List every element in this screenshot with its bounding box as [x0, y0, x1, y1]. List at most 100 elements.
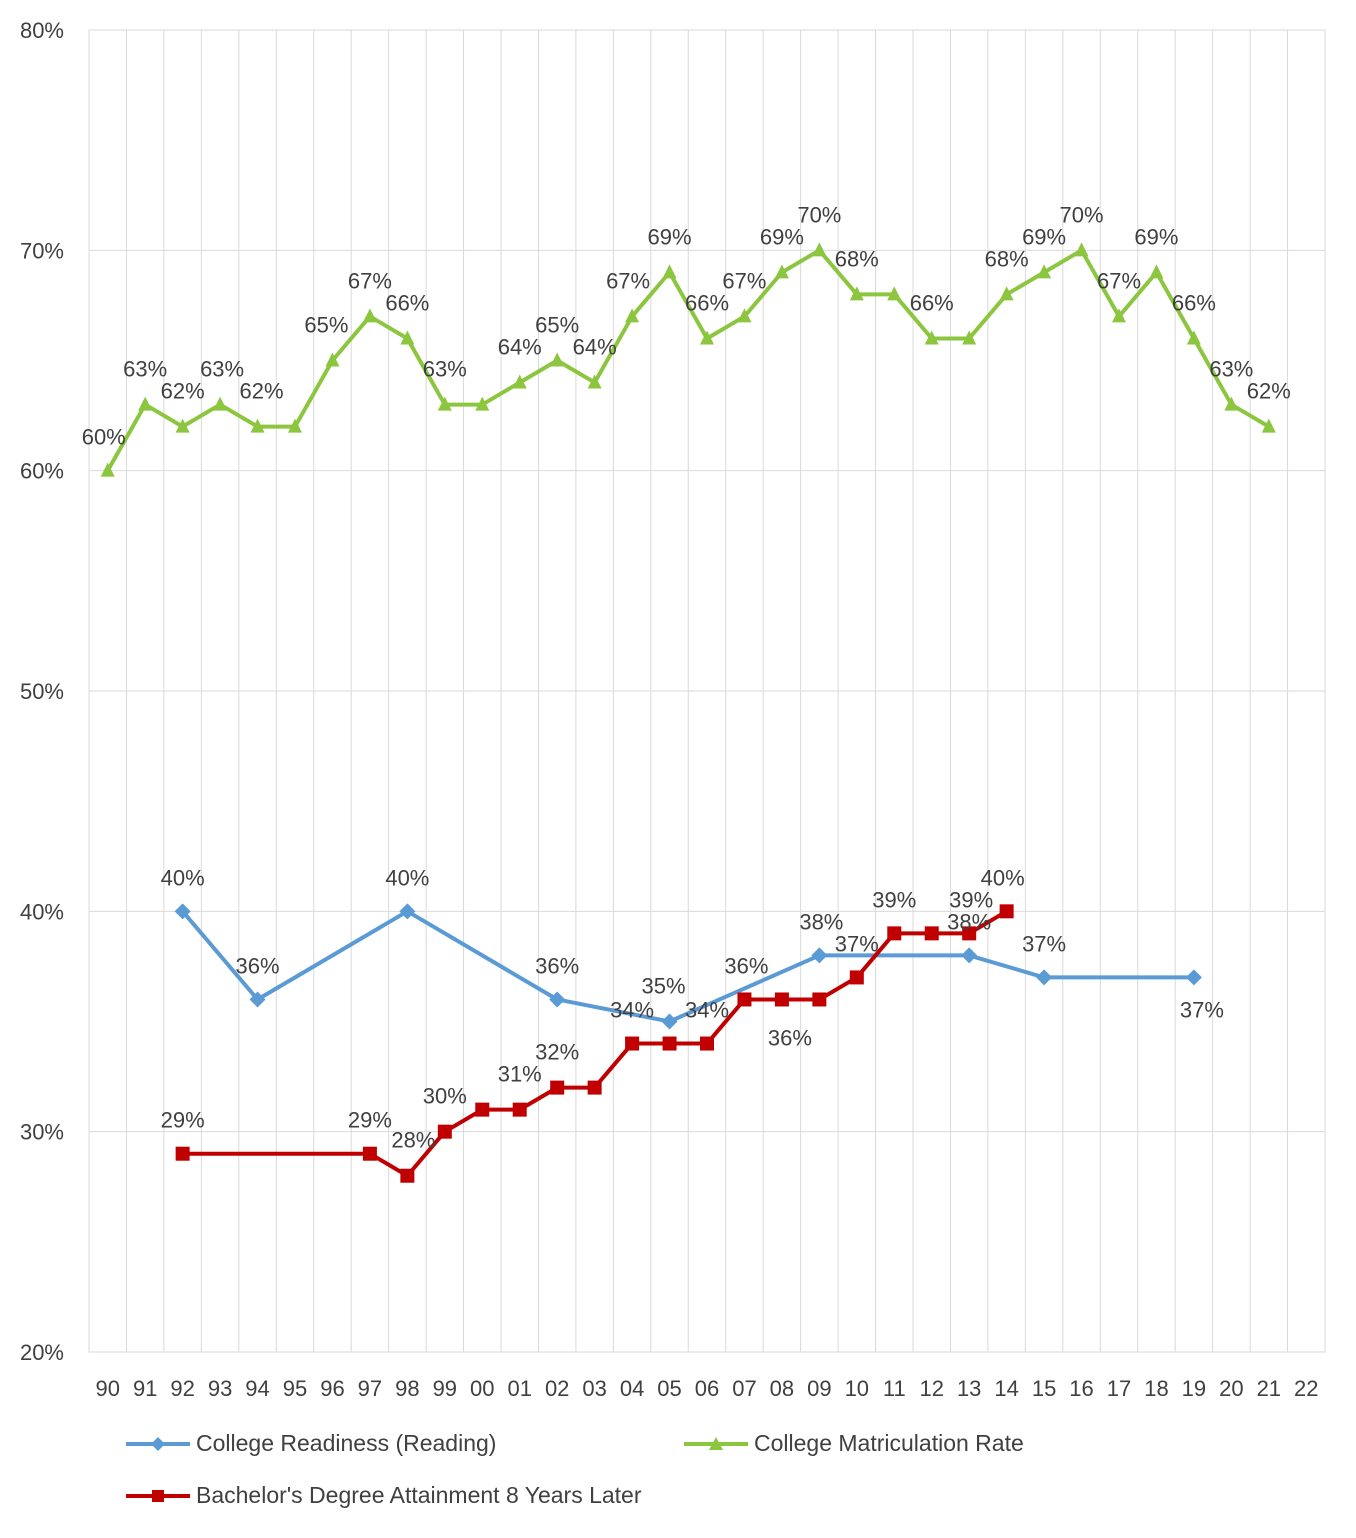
- data-label: 40%: [981, 865, 1025, 890]
- data-point-triangle: [625, 308, 640, 323]
- data-label: 37%: [1180, 997, 1224, 1022]
- legend-item-matriculation: College Matriculation Rate: [684, 1430, 1024, 1457]
- data-label: 67%: [606, 268, 650, 293]
- x-tick-label: 90: [95, 1376, 119, 1401]
- series-markers: [100, 242, 1276, 1183]
- data-label: 66%: [1172, 290, 1216, 315]
- y-tick-label: 60%: [20, 459, 64, 484]
- data-point-triangle: [774, 264, 789, 279]
- x-tick-label: 06: [695, 1376, 719, 1401]
- data-label: 36%: [535, 953, 579, 978]
- data-label: 38%: [799, 909, 843, 934]
- data-label: 63%: [1209, 357, 1253, 382]
- data-point-triangle: [887, 286, 902, 301]
- legend-item-readiness: College Readiness (Reading): [126, 1430, 496, 1457]
- data-label: 37%: [835, 931, 879, 956]
- x-tick-label: 04: [620, 1376, 644, 1401]
- legend-swatch-square-icon: [126, 1489, 190, 1502]
- x-tick-label: 15: [1032, 1376, 1056, 1401]
- data-label: 28%: [391, 1128, 435, 1153]
- data-point-square: [475, 1102, 490, 1117]
- data-point-triangle: [812, 242, 827, 257]
- data-point-diamond: [1185, 969, 1202, 986]
- data-point-diamond: [961, 947, 978, 964]
- x-tick-label: 21: [1257, 1376, 1281, 1401]
- data-point-triangle: [962, 330, 977, 345]
- data-point-square: [625, 1036, 640, 1051]
- data-point-square: [887, 926, 902, 941]
- data-point-square: [362, 1146, 377, 1161]
- data-point-diamond: [811, 947, 828, 964]
- gridlines: [88, 29, 1326, 1353]
- data-point-square: [587, 1080, 602, 1095]
- x-tick-label: 07: [732, 1376, 756, 1401]
- data-point-triangle: [325, 352, 340, 367]
- data-point-triangle: [1224, 396, 1239, 411]
- x-tick-label: 92: [170, 1376, 194, 1401]
- data-point-square: [437, 1124, 452, 1139]
- data-label: 68%: [835, 246, 879, 271]
- data-label: 68%: [985, 246, 1029, 271]
- data-label: 62%: [240, 379, 284, 404]
- data-point-square: [962, 926, 977, 941]
- data-label: 70%: [1060, 202, 1104, 227]
- data-point-triangle: [662, 264, 677, 279]
- data-point-triangle: [550, 352, 565, 367]
- x-tick-label: 95: [283, 1376, 307, 1401]
- x-tick-label: 93: [208, 1376, 232, 1401]
- data-point-triangle: [175, 418, 190, 433]
- data-point-triangle: [1261, 418, 1276, 433]
- data-label: 63%: [123, 357, 167, 382]
- data-point-square: [812, 992, 827, 1007]
- data-point-diamond: [1036, 969, 1053, 986]
- data-point-square: [400, 1168, 415, 1183]
- y-tick-label: 30%: [20, 1120, 64, 1145]
- data-label: 66%: [385, 290, 429, 315]
- data-point-square: [700, 1036, 714, 1051]
- data-point-square: [924, 926, 939, 941]
- data-point-triangle: [849, 286, 864, 301]
- data-point-diamond: [399, 903, 416, 920]
- data-label: 64%: [498, 335, 542, 360]
- x-tick-label: 16: [1069, 1376, 1093, 1401]
- x-axis: 90 91 92 93 94 95 96 97 98 99 00 01 02 03 04 05 06 07 08 09…: [95, 1376, 1318, 1401]
- data-label: 39%: [872, 887, 916, 912]
- x-tick-label: 03: [582, 1376, 606, 1401]
- data-point-triangle: [587, 374, 602, 389]
- data-point-square: [512, 1102, 527, 1117]
- data-point-triangle: [999, 286, 1014, 301]
- x-tick-label: 13: [957, 1376, 981, 1401]
- data-point-square: [550, 1080, 565, 1095]
- x-tick-label: 02: [545, 1376, 569, 1401]
- x-tick-label: 18: [1144, 1376, 1168, 1401]
- data-label: 60%: [82, 425, 126, 450]
- y-tick-label: 70%: [20, 238, 64, 263]
- y-tick-label: 50%: [20, 679, 64, 704]
- x-tick-label: 10: [845, 1376, 869, 1401]
- data-label: 29%: [348, 1108, 392, 1133]
- x-tick-label: 05: [657, 1376, 681, 1401]
- data-label: 36%: [236, 953, 280, 978]
- data-point-square: [175, 1146, 190, 1161]
- legend-swatch-triangle-icon: [684, 1436, 748, 1450]
- legend-label: College Matriculation Rate: [754, 1430, 1024, 1456]
- x-tick-label: 91: [133, 1376, 157, 1401]
- data-point-triangle: [737, 308, 752, 323]
- legend-item-bachelors: Bachelor's Degree Attainment 8 Years Lat…: [126, 1482, 642, 1509]
- x-tick-label: 98: [395, 1376, 419, 1401]
- x-tick-label: 12: [919, 1376, 943, 1401]
- data-label: 30%: [423, 1084, 467, 1109]
- data-label: 36%: [768, 1025, 812, 1050]
- data-label: 69%: [1134, 224, 1178, 249]
- data-point-triangle: [1037, 264, 1052, 279]
- line-chart: 20% 30% 40% 50% 60% 70% 80% 90 91 92 93 94 95 96 97 98…: [20, 18, 1326, 1401]
- y-tick-label: 80%: [20, 18, 64, 43]
- data-point-square: [999, 904, 1014, 919]
- data-labels: 40%36%40%36%35%38% 38%37%37%60%63%62%63%6…: [82, 202, 1291, 1152]
- data-point-triangle: [400, 330, 415, 345]
- legend: College Readiness (Reading) College Matr…: [0, 1420, 1356, 1538]
- x-tick-label: 99: [433, 1376, 457, 1401]
- data-label: 69%: [648, 224, 692, 249]
- x-tick-label: 14: [994, 1376, 1018, 1401]
- x-tick-label: 11: [883, 1376, 906, 1401]
